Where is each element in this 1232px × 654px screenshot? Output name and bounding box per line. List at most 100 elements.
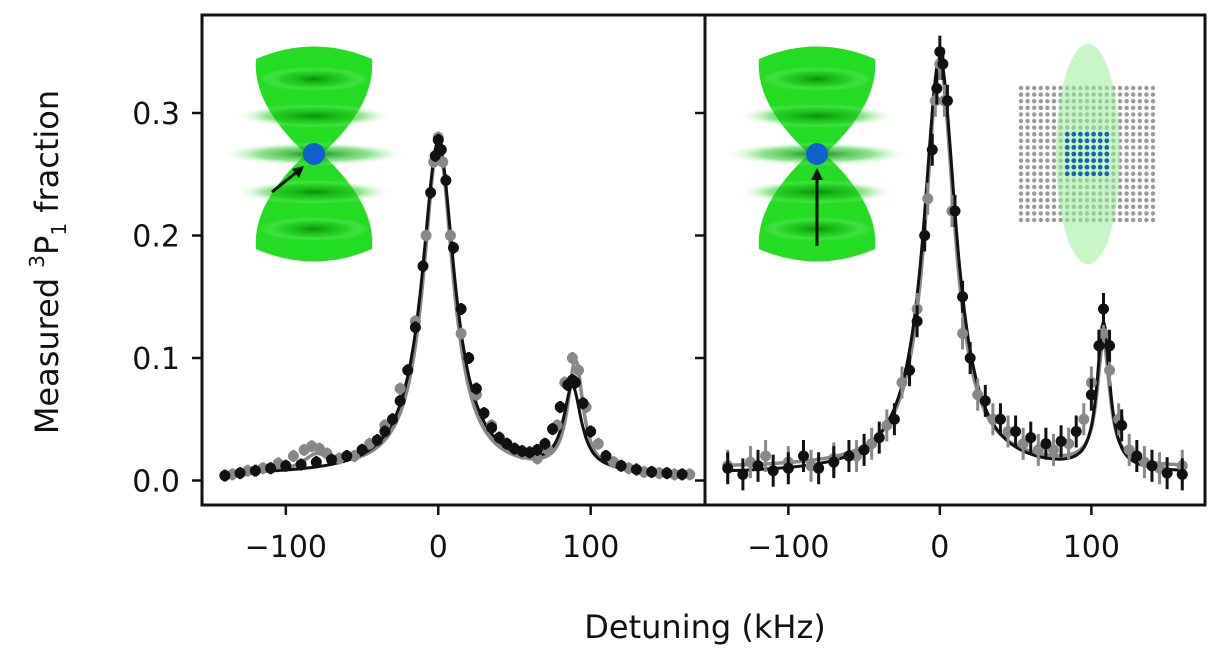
array-atom [1137,105,1143,111]
array-atom [1038,158,1044,163]
array-atom [1131,184,1136,190]
array-atom [1144,145,1149,150]
array-atom-addressed [1064,158,1070,164]
array-atom [1131,92,1136,97]
array-atom [1137,112,1143,117]
array-atom [1117,99,1123,104]
interference-fringe [259,217,369,241]
array-atom [1018,151,1024,157]
left-panel: −100 0 100 0.0 0.1 0.2 0.3 [132,13,707,565]
array-atom [1032,217,1037,223]
data-point-black [234,467,246,479]
array-atom [1025,217,1030,223]
array-atom [1018,105,1024,111]
array-atom-addressed [1097,138,1103,144]
array-atom [1045,99,1050,104]
array-atom [1025,99,1030,104]
array-atom [1137,198,1143,203]
data-point-black [737,468,749,480]
data-point-black [341,450,353,462]
array-atom [1038,112,1044,117]
array-atom [1025,198,1030,203]
array-atom [1038,92,1044,97]
array-atom [1150,178,1156,183]
array-atom [1150,92,1156,97]
array-atom [1051,171,1057,176]
plot-frame [703,13,1207,507]
array-atom [1058,217,1063,223]
data-point-gray [957,328,969,339]
array-atom [1032,204,1037,209]
array-atom [1117,118,1123,124]
array-atom [1025,85,1030,91]
data-point-black [577,397,589,409]
array-atom [1144,138,1149,143]
array-atom [1051,99,1057,104]
data-point-black [904,364,916,376]
data-point-black [911,315,923,327]
data-point-black [402,364,414,376]
array-atom [1032,165,1037,170]
array-atom [1018,125,1024,130]
array-atom [1051,211,1057,216]
array-atom [1018,132,1024,137]
ylabel-main: Measured [28,268,66,434]
arrow-head [811,168,823,180]
array-atom-addressed [1064,151,1070,157]
array-atom [1038,198,1044,203]
data-point-black [326,454,338,466]
data-point-gray [531,452,543,464]
array-atom [1038,184,1044,190]
array-atom [1045,204,1050,209]
array-atom [1018,191,1024,196]
data-point-black [1104,340,1116,352]
array-atom-addressed [1078,131,1083,137]
array-atom [1124,178,1129,183]
array-atom-addressed [1084,145,1090,150]
array-atom [1051,184,1057,190]
data-point-gray [1002,426,1014,437]
array-atom [1131,112,1136,117]
array-atom [1018,178,1024,183]
data-point-black [310,456,322,468]
ylabel-sub: 1 [47,223,71,236]
array-atom [1124,211,1129,216]
data-point-black [409,321,421,333]
array-atom [1124,99,1129,104]
array-atom [1032,158,1037,163]
array-atom [1137,211,1143,216]
array-atom [1117,85,1123,91]
array-atom-addressed [1104,164,1110,170]
array-atom [1117,112,1123,117]
data-point-black [1116,419,1128,431]
array-atom [1150,217,1156,223]
data-point-black [722,462,734,474]
array-atom-addressed [1097,164,1103,170]
array-atom-addressed [1104,145,1110,150]
array-atom [1025,132,1030,137]
array-atom [1051,125,1057,130]
data-point-black [1176,468,1188,480]
data-point-black [486,422,498,434]
array-atom [1025,184,1030,190]
array-atom [1150,171,1156,176]
array-atom [1124,191,1129,196]
array-atom [1150,99,1156,104]
data-point-black [1025,432,1037,444]
array-atom [1018,198,1024,203]
array-atom [1025,118,1030,124]
array-atom [1025,171,1030,176]
data-point-black [813,462,825,474]
array-atom-addressed [1097,158,1103,164]
array-atom [1117,211,1123,216]
data-point-gray [1032,444,1044,456]
array-atom-addressed [1078,151,1083,157]
array-atom-addressed [1104,131,1110,137]
data-point-black [615,460,627,472]
data-point-black [600,450,612,462]
array-atom [1150,191,1156,196]
array-atom [1051,145,1057,150]
array-atom [1150,145,1156,150]
arrow-shaft [271,169,299,194]
array-atom [1137,165,1143,170]
